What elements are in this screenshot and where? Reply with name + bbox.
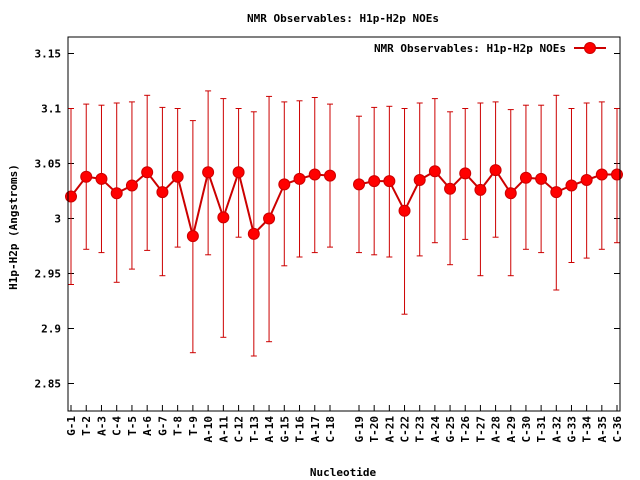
x-tick-label: G-7 xyxy=(156,416,169,436)
data-point xyxy=(535,172,548,185)
data-point xyxy=(580,174,593,186)
data-point xyxy=(413,174,426,186)
data-point xyxy=(110,187,123,200)
data-point xyxy=(459,167,472,180)
data-point xyxy=(293,172,306,185)
x-tick-label: C-36 xyxy=(611,416,624,443)
x-tick-label: A-24 xyxy=(429,416,442,443)
data-point xyxy=(141,166,154,179)
data-point xyxy=(444,182,457,195)
y-tick-label: 3.05 xyxy=(35,158,62,171)
x-tick-label: T-34 xyxy=(581,416,594,443)
data-point xyxy=(489,164,502,177)
data-point xyxy=(232,166,245,179)
x-tick-label: A-14 xyxy=(263,416,276,443)
y-axis-label: H1p-H2p (Angstroms) xyxy=(7,164,20,290)
x-tick-label: A-6 xyxy=(141,416,154,436)
legend: NMR Observables: H1p-H2p NOEs xyxy=(374,42,606,55)
x-tick-label: G-25 xyxy=(444,416,457,443)
data-point xyxy=(263,212,276,225)
data-point xyxy=(217,211,230,224)
data-point xyxy=(156,186,169,199)
data-point xyxy=(171,170,184,183)
chart-title: NMR Observables: H1p-H2p NOEs xyxy=(247,12,439,25)
data-point xyxy=(504,187,517,200)
data-point xyxy=(383,175,396,188)
data-point xyxy=(125,179,138,192)
x-tick-label: T-16 xyxy=(294,416,307,443)
x-tick-label: A-21 xyxy=(383,416,396,443)
x-tick-label: T-31 xyxy=(535,416,548,443)
x-tick-label: A-28 xyxy=(490,416,503,443)
x-tick-label: T-9 xyxy=(187,416,200,436)
x-tick-label: G-1 xyxy=(65,416,78,436)
data-point xyxy=(278,178,291,191)
x-tick-label: T-2 xyxy=(80,416,93,436)
data-point xyxy=(308,168,321,181)
data-point xyxy=(611,168,623,181)
x-tick-label: G-33 xyxy=(565,416,578,443)
data-point xyxy=(65,190,77,203)
y-tick-label: 3.15 xyxy=(35,48,62,61)
x-tick-label: A-11 xyxy=(217,416,230,443)
x-tick-label: A-35 xyxy=(596,416,609,443)
x-tick-label: T-20 xyxy=(368,416,381,443)
x-tick-label: A-32 xyxy=(550,416,563,443)
x-tick-label: T-27 xyxy=(474,416,487,443)
x-tick-label: A-3 xyxy=(95,416,108,436)
data-point xyxy=(519,171,532,184)
legend-label: NMR Observables: H1p-H2p NOEs xyxy=(374,42,566,55)
data-point xyxy=(550,186,563,199)
data-point xyxy=(595,168,608,181)
data-point xyxy=(186,230,199,243)
y-tick-label: 2.95 xyxy=(35,268,62,281)
x-tick-label: T-13 xyxy=(248,416,261,443)
x-tick-label: T-23 xyxy=(414,416,427,443)
data-point xyxy=(474,183,487,196)
x-tick-label: G-15 xyxy=(278,416,291,443)
x-axis-label: Nucleotide xyxy=(310,466,377,479)
x-tick-label: A-29 xyxy=(505,416,518,443)
x-tick-label: C-18 xyxy=(324,416,337,443)
x-tick-label: G-19 xyxy=(353,416,366,443)
x-tick-label: C-22 xyxy=(399,416,412,443)
y-tick-label: 3.1 xyxy=(41,103,61,116)
data-point xyxy=(398,204,411,217)
data-point xyxy=(247,227,260,240)
x-tick-label: T-8 xyxy=(172,416,185,436)
series-line xyxy=(358,168,617,214)
x-tick-label: C-30 xyxy=(520,416,533,443)
x-tick-label: T-5 xyxy=(126,416,139,436)
x-tick-label: C-12 xyxy=(233,416,246,443)
data-point xyxy=(324,169,336,182)
data-point xyxy=(368,175,381,188)
y-tick-label: 3 xyxy=(54,213,61,226)
x-tick-label: C-4 xyxy=(111,416,124,436)
data-point xyxy=(565,179,578,192)
data-point xyxy=(95,172,108,185)
data-point xyxy=(202,166,215,179)
y-tick-label: 2.9 xyxy=(41,323,61,336)
y-tick-label: 2.85 xyxy=(35,378,62,391)
data-point xyxy=(353,178,365,191)
legend-marker-sample xyxy=(584,42,596,54)
data-point xyxy=(428,165,441,178)
plot-frame xyxy=(67,36,621,412)
x-tick-label: T-26 xyxy=(459,416,472,443)
data-point xyxy=(80,170,93,183)
x-tick-label: A-10 xyxy=(202,416,215,443)
x-tick-label: A-17 xyxy=(309,416,322,443)
series-line xyxy=(70,168,331,237)
